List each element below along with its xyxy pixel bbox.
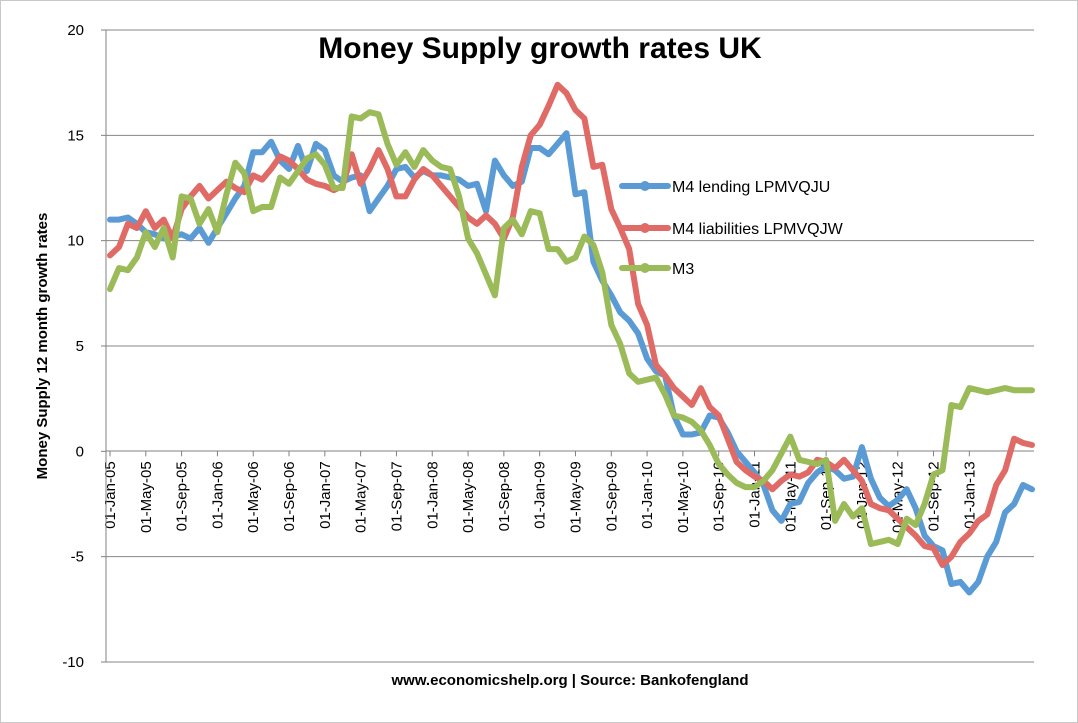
x-tick-label-0: 01-Jan-05 — [102, 461, 119, 529]
legend-marker-m4-liabilities — [640, 223, 650, 233]
series-line-2 — [107, 109, 1035, 547]
x-tick-label-13: 01-May-09 — [567, 461, 584, 533]
y-axis-label: Money Supply 12 month growth rates — [34, 213, 51, 480]
chart-footer-source: www.economicshelp.org | Source: Bankofen… — [390, 672, 748, 689]
y-tick-label-6: 20 — [67, 22, 84, 39]
gridlines — [106, 29, 1034, 663]
x-tick-label-10: 01-May-08 — [460, 461, 477, 533]
legend-label-m4-liabilities: M4 liabilities LPMVQJW — [672, 221, 844, 238]
x-axis-ticks: 01-Jan-05 01-May-05 01-Sep-05 01-Jan-06 01-M… — [102, 451, 978, 533]
legend-marker-m4-lending — [640, 181, 650, 191]
legend-item-m4-liabilities: M4 liabilities LPMVQJW — [619, 221, 844, 238]
x-tick-label-6: 01-Jan-07 — [317, 461, 334, 529]
x-tick-label-5: 01-Sep-06 — [281, 461, 298, 531]
x-tick-label-14: 01-Sep-09 — [603, 461, 620, 531]
y-tick-label-1: -5 — [71, 549, 84, 566]
chart-title: Money Supply growth rates UK — [318, 32, 762, 65]
x-tick-label-8: 01-Sep-07 — [388, 461, 405, 531]
x-tick-label-7: 01-May-07 — [353, 461, 370, 533]
legend-item-m4-lending: M4 lending LPMVQJU — [619, 179, 830, 196]
series-line-1 — [107, 81, 1035, 569]
x-tick-label-4: 01-May-06 — [245, 461, 262, 533]
legend-marker-m3 — [640, 263, 650, 273]
x-tick-label-15: 01-Jan-10 — [639, 461, 656, 529]
y-tick-label-5: 15 — [67, 127, 84, 144]
legend-item-m3: M3 — [619, 261, 694, 278]
y-tick-label-0: -10 — [62, 654, 84, 671]
y-tick-label-2: 0 — [76, 443, 84, 460]
x-tick-label-24: 01-Jan-13 — [961, 461, 978, 529]
legend: M4 lending LPMVQJU M4 liabilities LPMVQJ… — [619, 179, 844, 278]
x-tick-label-17: 01-Sep-10 — [711, 461, 728, 531]
x-tick-label-2: 01-Sep-05 — [174, 461, 191, 531]
y-tick-label-4: 10 — [67, 233, 84, 250]
y-axis-ticks: -10 -5 0 5 10 15 20 — [62, 22, 106, 671]
y-tick-label-3: 5 — [76, 338, 84, 355]
series-line-0 — [107, 130, 1035, 596]
legend-label-m4-lending: M4 lending LPMVQJU — [672, 179, 830, 196]
x-tick-label-1: 01-May-05 — [138, 461, 155, 533]
x-tick-label-3: 01-Jan-06 — [209, 461, 226, 529]
x-tick-label-12: 01-Jan-09 — [532, 461, 549, 529]
series-lines — [107, 81, 1035, 596]
x-tick-label-9: 01-Jan-08 — [424, 461, 441, 529]
x-tick-label-16: 01-May-10 — [675, 461, 692, 533]
legend-label-m3: M3 — [672, 261, 694, 278]
x-tick-label-11: 01-Sep-08 — [496, 461, 513, 531]
